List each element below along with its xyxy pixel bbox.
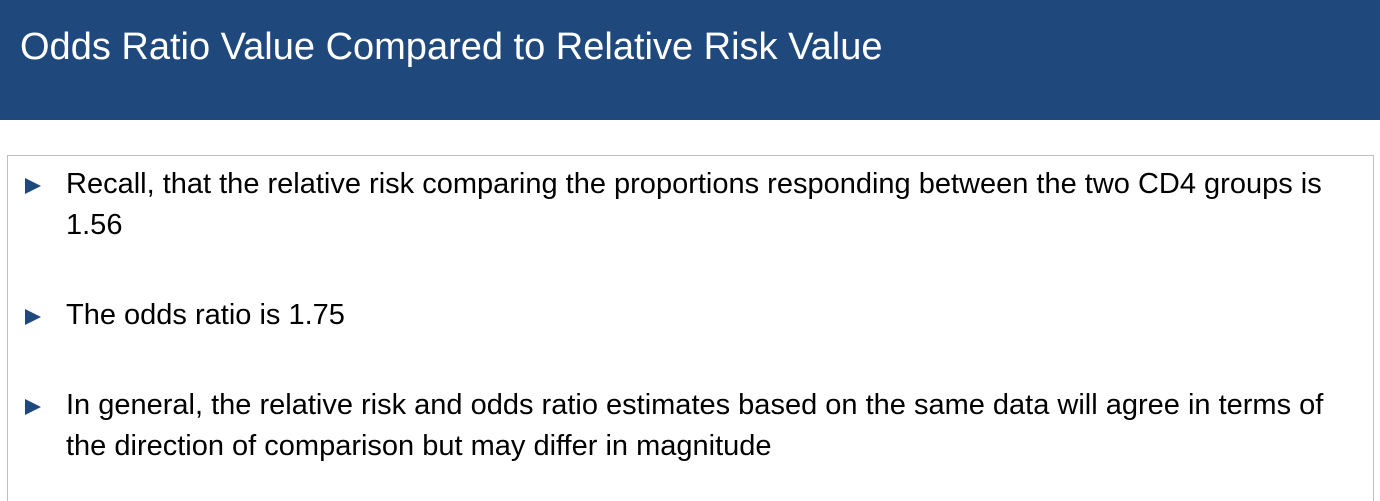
right-triangle-icon	[25, 399, 41, 415]
slide-title: Odds Ratio Value Compared to Relative Ri…	[20, 26, 883, 68]
right-triangle-icon	[25, 178, 41, 194]
slide-header: Odds Ratio Value Compared to Relative Ri…	[0, 0, 1380, 120]
bullet-text: In general, the relative risk and odds r…	[66, 389, 1324, 462]
right-triangle-icon	[25, 309, 41, 325]
bullet-text: Recall, that the relative risk comparing…	[66, 168, 1322, 241]
bullet-text: The odds ratio is 1.75	[66, 299, 345, 331]
slide-content: Recall, that the relative risk comparing…	[7, 155, 1374, 501]
